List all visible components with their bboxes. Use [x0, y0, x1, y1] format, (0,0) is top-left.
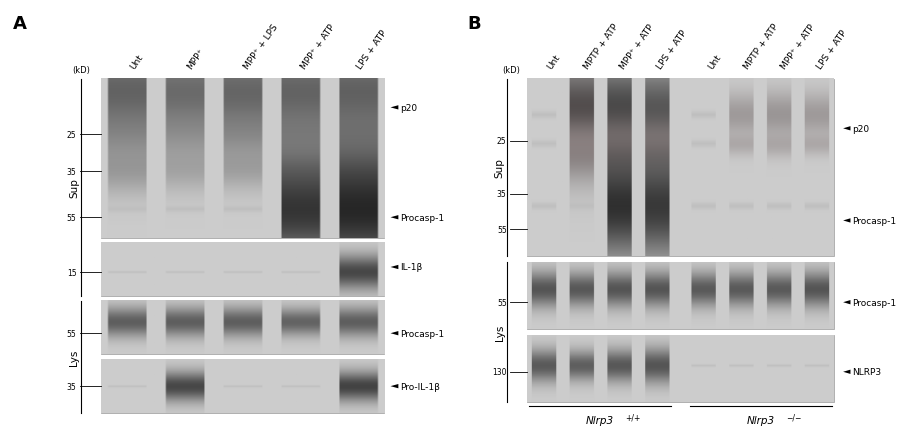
Text: 55: 55	[496, 225, 507, 234]
Text: MPTP + ATP: MPTP + ATP	[742, 22, 781, 71]
Text: Procasp-1: Procasp-1	[852, 217, 896, 225]
Text: p20: p20	[400, 104, 417, 112]
Text: LPS + ATP: LPS + ATP	[816, 29, 849, 71]
Text: 35: 35	[67, 167, 76, 176]
Text: 55: 55	[67, 329, 76, 338]
Polygon shape	[843, 300, 850, 305]
Text: IL-1β: IL-1β	[400, 263, 423, 272]
Polygon shape	[843, 370, 850, 374]
Polygon shape	[391, 331, 399, 335]
Text: MPTP + ATP: MPTP + ATP	[582, 22, 620, 71]
Text: MPP⁺ + ATP: MPP⁺ + ATP	[779, 23, 817, 71]
Text: MPP⁺: MPP⁺	[185, 47, 206, 71]
Polygon shape	[391, 106, 399, 110]
Text: 35: 35	[67, 382, 76, 391]
Bar	[527, 335, 834, 402]
Text: A: A	[13, 15, 28, 33]
Text: Unt: Unt	[129, 53, 146, 71]
Text: (kD): (kD)	[502, 66, 520, 75]
Text: 55: 55	[67, 213, 76, 222]
Text: 35: 35	[496, 190, 507, 199]
Text: Procasp-1: Procasp-1	[400, 329, 444, 338]
Polygon shape	[391, 216, 399, 220]
Bar	[100, 79, 384, 238]
Polygon shape	[391, 265, 399, 270]
Text: B: B	[468, 15, 482, 33]
Text: Procasp-1: Procasp-1	[400, 213, 444, 222]
Text: 130: 130	[492, 368, 507, 376]
Text: NLRP3: NLRP3	[852, 368, 881, 376]
Bar	[100, 243, 384, 296]
Text: Sup: Sup	[495, 158, 505, 178]
Text: 25: 25	[67, 131, 76, 140]
Text: 25: 25	[497, 137, 507, 146]
Bar	[100, 302, 384, 355]
Text: MPP⁺ + ATP: MPP⁺ + ATP	[299, 23, 336, 71]
Text: +/+: +/+	[625, 412, 641, 421]
Text: Lys: Lys	[69, 349, 79, 365]
Text: LPS + ATP: LPS + ATP	[655, 29, 689, 71]
Text: −/−: −/−	[787, 412, 801, 421]
Text: Lys: Lys	[495, 324, 505, 340]
Bar	[100, 360, 384, 413]
Text: LPS + ATP: LPS + ATP	[356, 29, 389, 71]
Text: Nlrp3: Nlrp3	[747, 414, 775, 424]
Text: Unt: Unt	[706, 53, 723, 71]
Text: MPP⁺ + LPS: MPP⁺ + LPS	[242, 23, 280, 71]
Text: Sup: Sup	[69, 178, 79, 198]
Text: 55: 55	[496, 298, 507, 307]
Polygon shape	[843, 127, 850, 131]
Bar	[527, 79, 834, 256]
Bar	[527, 263, 834, 329]
Text: 15: 15	[67, 268, 76, 277]
Polygon shape	[391, 384, 399, 388]
Text: (kD): (kD)	[72, 66, 90, 75]
Text: Pro-IL-1β: Pro-IL-1β	[400, 382, 440, 391]
Text: Unt: Unt	[545, 53, 562, 71]
Text: Procasp-1: Procasp-1	[852, 298, 896, 307]
Text: p20: p20	[852, 125, 869, 134]
Polygon shape	[843, 219, 850, 223]
Text: Nlrp3: Nlrp3	[586, 414, 614, 424]
Text: MPP⁺ + ATP: MPP⁺ + ATP	[619, 23, 656, 71]
